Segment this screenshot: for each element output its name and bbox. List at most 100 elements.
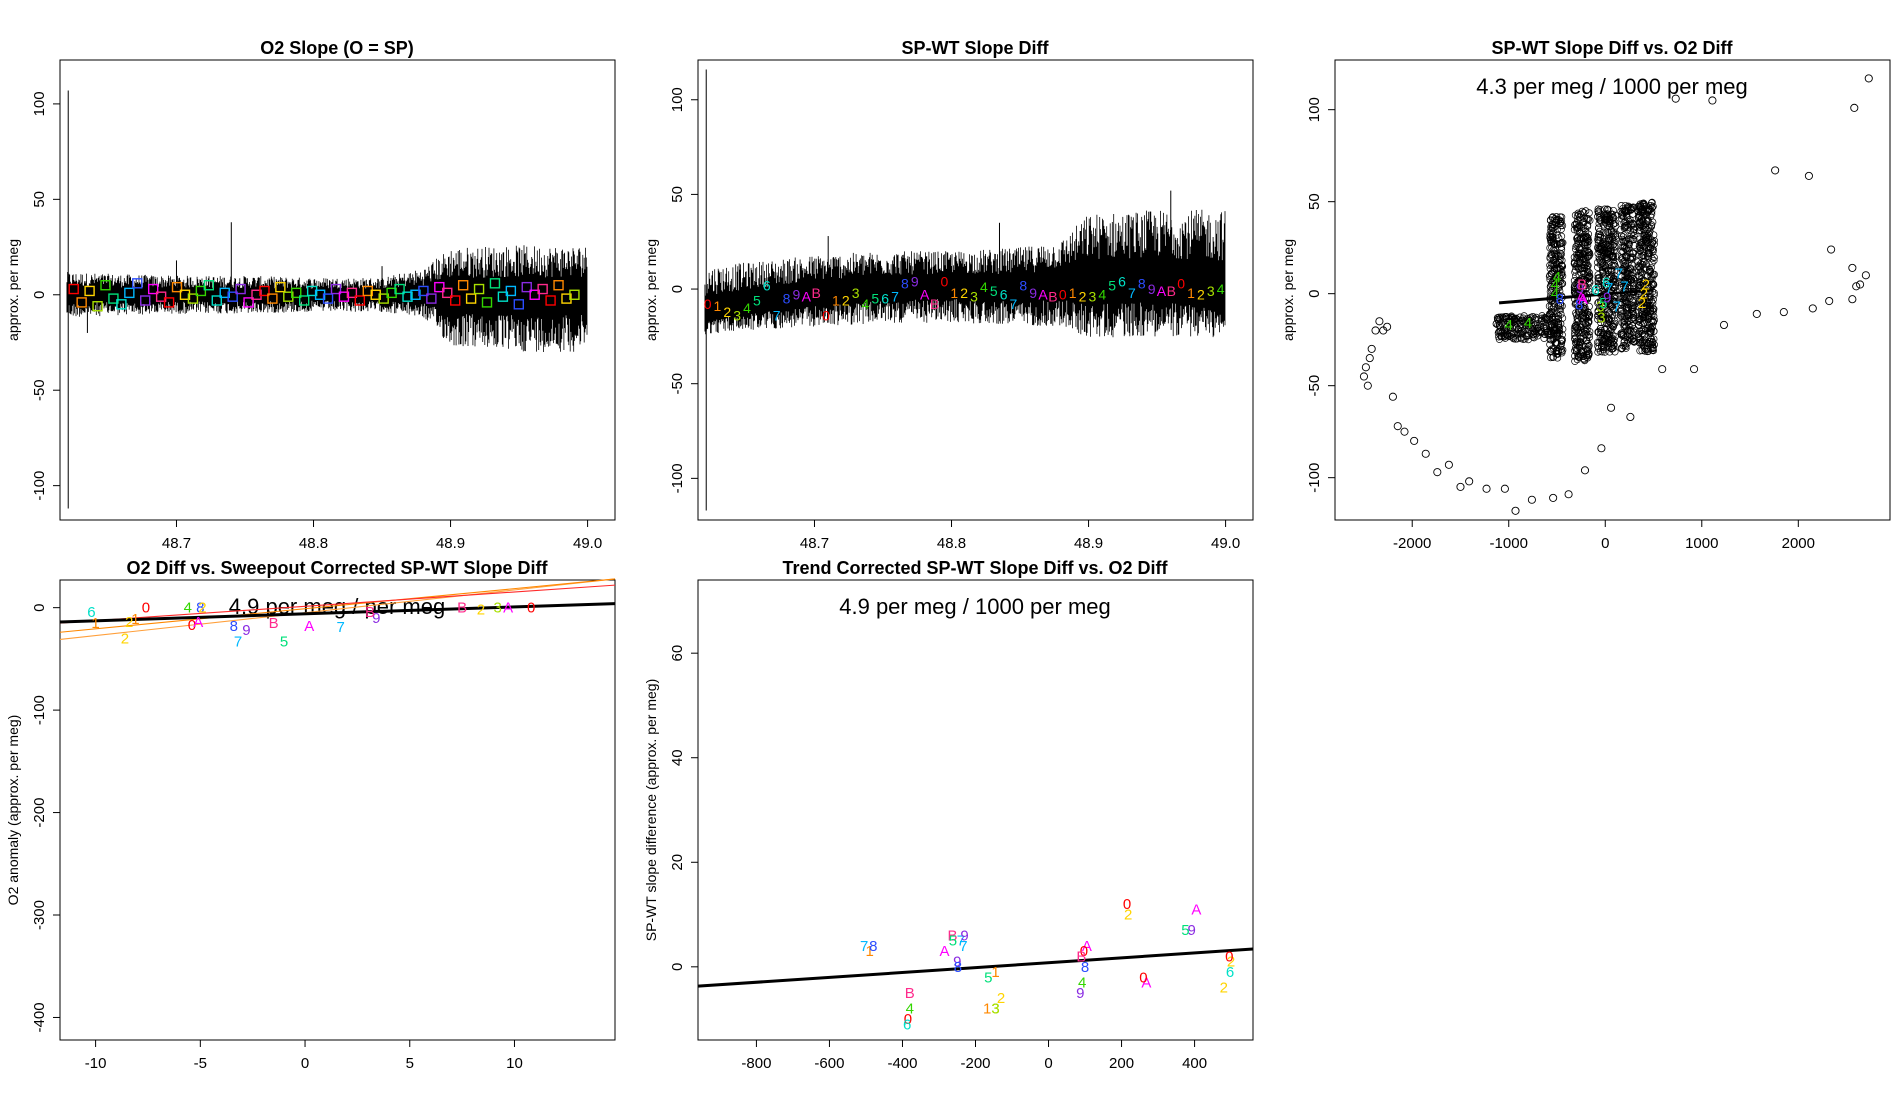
- fit-line-orange1: [59, 578, 616, 633]
- data-label-point: 1: [991, 964, 999, 981]
- data-label-point: 6: [903, 1016, 911, 1033]
- data-marker-glyph: 8: [783, 291, 791, 307]
- x-tick-label: 1000: [1685, 535, 1718, 552]
- data-marker-glyph: B: [811, 285, 820, 301]
- dense-point: [1598, 334, 1606, 342]
- dense-point: [1645, 265, 1654, 274]
- data-marker-square: [235, 283, 246, 295]
- data-label-point: 9: [960, 927, 968, 944]
- dense-point: [1575, 271, 1583, 279]
- dense-point: [1605, 343, 1613, 351]
- data-marker-square: [299, 295, 310, 306]
- dense-point: [1581, 257, 1589, 266]
- chart-title: O2 Diff vs. Sweepout Corrected SP-WT Slo…: [126, 558, 548, 578]
- y-tick-label: -50: [1306, 375, 1323, 397]
- data-marker-square: [402, 291, 413, 302]
- dense-point: [1636, 281, 1644, 289]
- data-label-point: 2: [1642, 276, 1650, 293]
- dense-point: [1597, 217, 1605, 225]
- scatter-point: [1549, 493, 1558, 502]
- dense-point: [1603, 205, 1611, 214]
- dense-point: [1577, 234, 1585, 242]
- data-marker-square: [259, 285, 270, 297]
- y-axis-label: approx. per meg: [1280, 239, 1296, 341]
- dense-point: [1580, 254, 1588, 262]
- x-tick-label: -600: [814, 1055, 844, 1072]
- dense-point: [1572, 309, 1580, 317]
- scatter-point: [1804, 171, 1813, 180]
- dense-point: [1538, 316, 1546, 324]
- dense-point: [1575, 265, 1583, 273]
- data-marker-square: [553, 280, 564, 291]
- dense-point: [1608, 251, 1617, 260]
- dense-point: [1644, 250, 1652, 258]
- dense-point: [1649, 280, 1657, 289]
- scatter-point: [1444, 460, 1453, 469]
- data-marker-glyph: B: [1167, 283, 1176, 299]
- dense-point: [1634, 303, 1643, 311]
- dense-point: [1584, 268, 1592, 276]
- data-label-point: A: [1578, 291, 1588, 308]
- dense-point: [1573, 259, 1582, 268]
- dense-point: [1642, 260, 1650, 268]
- dense-point: [1552, 338, 1560, 347]
- dense-point: [1580, 269, 1588, 278]
- data-label-point: 8: [230, 618, 238, 635]
- dense-point: [1579, 312, 1588, 320]
- dense-point: [1573, 318, 1581, 326]
- dense-point: [1554, 315, 1562, 323]
- data-marker-square: [267, 293, 278, 304]
- data-marker-square: [465, 293, 477, 304]
- data-label-point: 3: [991, 1001, 999, 1018]
- dense-point: [1627, 278, 1635, 287]
- data-marker-square: [116, 299, 127, 310]
- dense-point: [1634, 214, 1643, 222]
- data-label-point: 0: [142, 600, 150, 617]
- data-label-point: 5: [984, 969, 992, 986]
- data-marker-square: [92, 301, 103, 312]
- data-marker-glyph: 5: [990, 283, 998, 299]
- dense-point: [1570, 253, 1579, 261]
- data-label-point: A: [503, 600, 513, 617]
- scatter-point: [1371, 326, 1380, 335]
- dense-point: [1640, 265, 1648, 273]
- data-label-point: 8: [869, 938, 877, 955]
- data-marker-glyph: 2: [960, 285, 968, 301]
- dense-point: [1635, 227, 1644, 235]
- dense-point: [1558, 336, 1567, 344]
- data-marker-square: [489, 278, 501, 289]
- dense-point: [1635, 266, 1643, 274]
- data-label-point: 6: [87, 604, 95, 621]
- data-marker-square: [124, 287, 135, 299]
- dense-point: [1638, 309, 1646, 317]
- data-marker-glyph: A: [1038, 287, 1048, 303]
- y-tick-label: -200: [31, 798, 48, 828]
- dense-point: [1552, 213, 1561, 221]
- data-marker-glyph: 7: [773, 308, 781, 324]
- dense-point: [1648, 259, 1656, 267]
- dense-point: [1648, 198, 1656, 207]
- dense-point: [1550, 266, 1558, 274]
- data-marker-glyph: 1: [1069, 285, 1077, 301]
- data-label-point: 8: [1575, 297, 1583, 314]
- dense-point: [1635, 202, 1643, 211]
- scatter-point: [1752, 309, 1761, 318]
- scatter-point: [1482, 484, 1491, 493]
- data-label-point: 4: [184, 600, 192, 617]
- dense-point: [1540, 313, 1549, 322]
- dense-point: [1547, 305, 1556, 314]
- dense-point: [1601, 348, 1609, 356]
- data-marker-square: [132, 278, 143, 289]
- dense-point: [1618, 329, 1626, 337]
- dense-point: [1635, 295, 1644, 303]
- data-marker-glyph: 6: [1000, 287, 1008, 303]
- data-marker-square: [291, 287, 302, 299]
- dense-point: [1557, 225, 1565, 233]
- data-marker-square: [450, 295, 461, 306]
- data-marker-glyph: 4: [743, 300, 751, 316]
- dense-point: [1647, 221, 1656, 229]
- dense-point: [1602, 219, 1610, 227]
- dense-point: [1650, 240, 1658, 248]
- dense-point: [1630, 226, 1638, 234]
- scatter-point: [1365, 354, 1374, 363]
